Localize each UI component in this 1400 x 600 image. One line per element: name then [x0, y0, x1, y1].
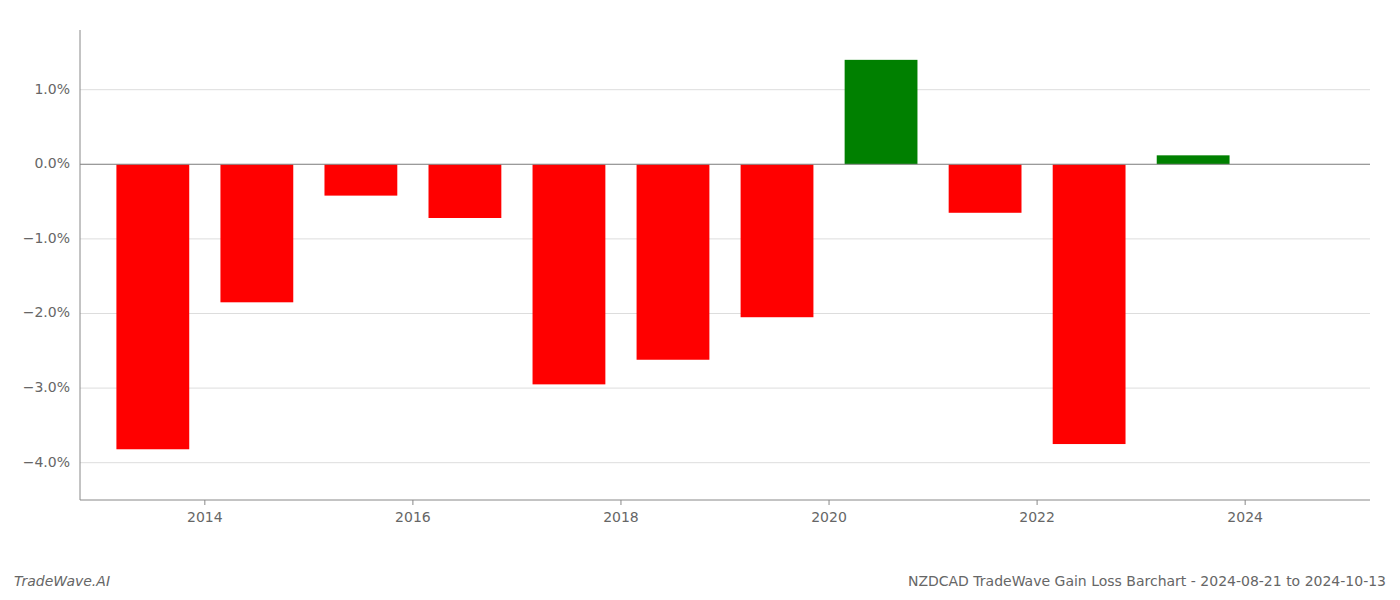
x-tick-label: 2024 [1227, 509, 1263, 525]
y-tick-label: 1.0% [34, 81, 70, 97]
bar [637, 164, 710, 359]
bar [1157, 155, 1230, 164]
grid-line [80, 388, 1370, 389]
x-axis-line [80, 500, 1370, 501]
bar [741, 164, 814, 317]
y-tick-label: −2.0% [23, 304, 70, 320]
x-tick-label: 2022 [1019, 509, 1055, 525]
bar [116, 164, 189, 449]
watermark: TradeWave.AI [14, 573, 110, 589]
x-tick [204, 500, 205, 505]
x-tick [1037, 500, 1038, 505]
grid-line [80, 462, 1370, 463]
y-grid [80, 90, 1370, 463]
bar [324, 164, 397, 195]
y-tick-label: −4.0% [23, 454, 70, 470]
x-tick [829, 500, 830, 505]
y-axis-line [80, 30, 81, 500]
x-tick [1245, 500, 1246, 505]
y-tick-label: −3.0% [23, 379, 70, 395]
bar [949, 164, 1022, 212]
chart-title: NZDCAD TradeWave Gain Loss Barchart - 20… [908, 573, 1386, 589]
bar [845, 60, 918, 164]
x-tick [620, 500, 621, 505]
zero-line [80, 164, 1370, 165]
chart-svg: −4.0% −3.0% −2.0% −1.0% 0.0% 1.0% 2014 2016 2018… [0, 0, 1400, 600]
x-tick-label: 2020 [811, 509, 847, 525]
grid-line [80, 313, 1370, 314]
chart-container: −4.0% −3.0% −2.0% −1.0% 0.0% 1.0% 2014 2016 2018… [0, 0, 1400, 600]
x-tick [412, 500, 413, 505]
grid-line [80, 89, 1370, 90]
grid-line [80, 164, 1370, 165]
y-tick-labels: −4.0% −3.0% −2.0% −1.0% 0.0% 1.0% [23, 81, 70, 470]
x-tick-label: 2016 [395, 509, 431, 525]
bars [116, 60, 1229, 449]
y-tick-label: 0.0% [34, 155, 70, 171]
bar [533, 164, 606, 384]
bar [1053, 164, 1126, 444]
bar [429, 164, 502, 218]
y-tick-label: −1.0% [23, 230, 70, 246]
x-tick-label: 2018 [603, 509, 639, 525]
x-ticks: 2014 2016 2018 2020 2022 2024 [187, 500, 1263, 525]
x-tick-label: 2014 [187, 509, 223, 525]
bar [220, 164, 293, 302]
